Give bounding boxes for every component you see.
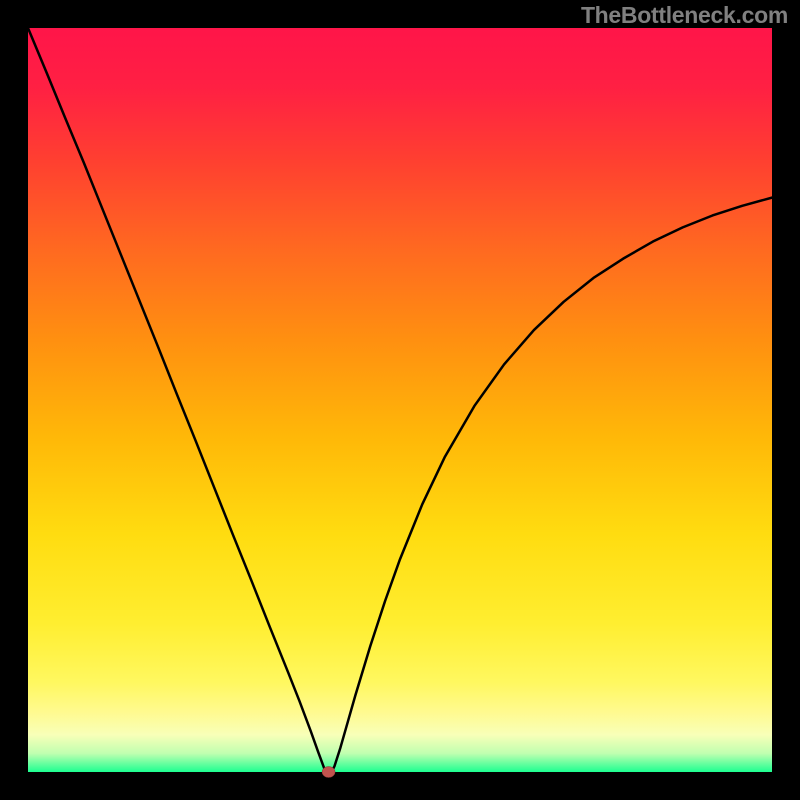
watermark-text: TheBottleneck.com (581, 2, 788, 29)
plot-background (28, 28, 772, 772)
chart-svg (0, 0, 800, 800)
bottleneck-chart: TheBottleneck.com (0, 0, 800, 800)
minimum-marker (322, 767, 335, 778)
